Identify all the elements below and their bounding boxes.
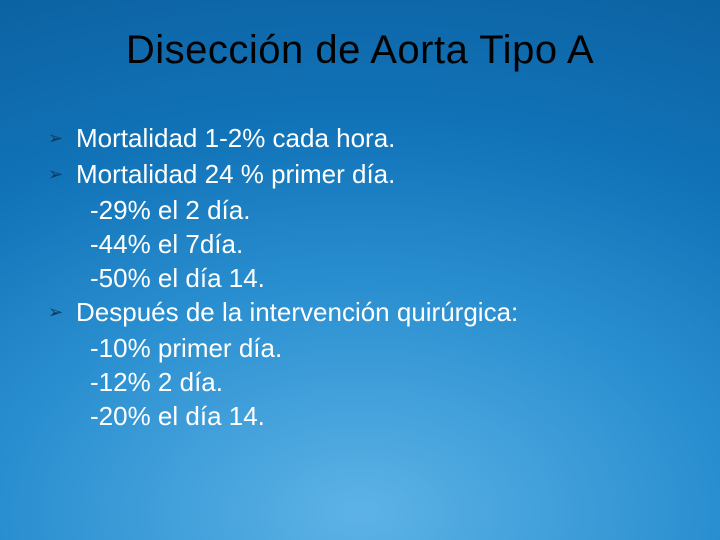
bullet-item: ➢ Después de la intervención quirúrgica: <box>48 295 680 329</box>
slide-body: ➢ Mortalidad 1-2% cada hora. ➢ Mortalida… <box>40 121 680 433</box>
bullet-sub-text: -12% 2 día. <box>48 365 680 399</box>
bullet-item: ➢ Mortalidad 24 % primer día. <box>48 157 680 191</box>
bullet-sub-text: -20% el día 14. <box>48 399 680 433</box>
bullet-text: Mortalidad 1-2% cada hora. <box>76 121 395 155</box>
bullet-marker-icon: ➢ <box>48 121 76 155</box>
bullet-text: Después de la intervención quirúrgica: <box>76 295 518 329</box>
bullet-sub-text: -10% primer día. <box>48 331 680 365</box>
bullet-marker-icon: ➢ <box>48 157 76 191</box>
bullet-sub-text: -50% el día 14. <box>48 261 680 295</box>
bullet-text: Mortalidad 24 % primer día. <box>76 157 395 191</box>
slide: Disección de Aorta Tipo A ➢ Mortalidad 1… <box>0 0 720 540</box>
bullet-item: ➢ Mortalidad 1-2% cada hora. <box>48 121 680 155</box>
bullet-sub-text: -29% el 2 día. <box>48 193 680 227</box>
bullet-marker-icon: ➢ <box>48 295 76 329</box>
bullet-sub-text: -44% el 7día. <box>48 227 680 261</box>
slide-title: Disección de Aorta Tipo A <box>40 28 680 73</box>
